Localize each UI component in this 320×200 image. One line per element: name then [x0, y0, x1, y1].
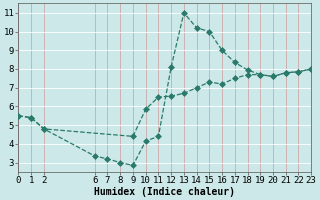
X-axis label: Humidex (Indice chaleur): Humidex (Indice chaleur) — [94, 186, 235, 197]
